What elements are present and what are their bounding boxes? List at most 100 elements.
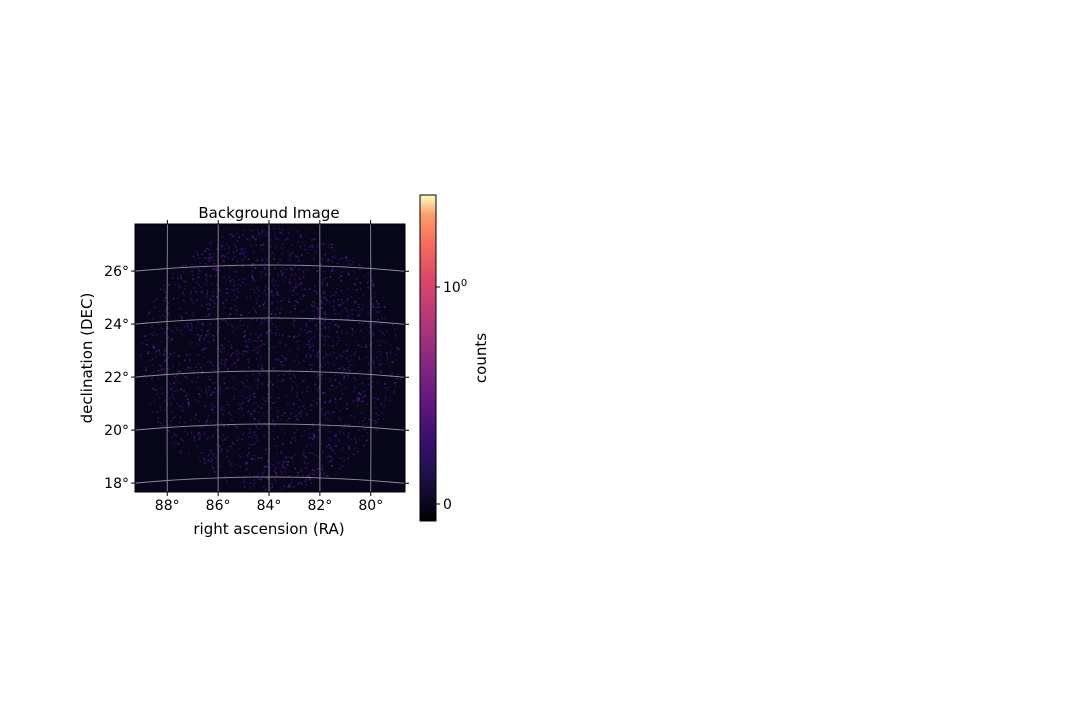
count-pixel: [312, 350, 314, 352]
count-pixel: [249, 412, 252, 415]
count-pixel: [249, 487, 251, 489]
count-pixel: [286, 237, 289, 239]
count-pixel: [162, 284, 165, 286]
count-pixel: [358, 303, 360, 306]
count-pixel: [156, 411, 158, 414]
count-pixel: [334, 324, 337, 326]
count-pixel: [257, 346, 260, 348]
count-pixel: [237, 290, 239, 293]
count-pixel: [228, 315, 230, 318]
count-pixel: [381, 341, 384, 343]
count-pixel: [185, 264, 187, 267]
count-pixel: [242, 257, 245, 260]
count-pixel: [276, 294, 278, 296]
count-pixel: [159, 406, 162, 408]
count-pixel: [200, 286, 203, 289]
count-pixel: [271, 486, 274, 489]
count-pixel: [190, 297, 192, 300]
count-pixel: [298, 399, 300, 401]
count-pixel: [253, 307, 255, 309]
count-pixel: [343, 459, 345, 462]
count-pixel: [259, 374, 262, 376]
count-pixel: [301, 475, 304, 478]
count-pixel: [325, 353, 327, 355]
count-pixel: [197, 433, 199, 435]
count-pixel: [338, 304, 341, 307]
count-pixel: [253, 291, 256, 294]
count-pixel: [278, 341, 281, 344]
count-pixel: [242, 265, 244, 267]
count-pixel: [253, 418, 256, 420]
count-pixel: [281, 414, 283, 417]
count-pixel: [362, 400, 365, 402]
count-pixel: [301, 283, 303, 285]
count-pixel: [260, 270, 263, 273]
count-pixel: [389, 351, 392, 353]
count-pixel: [265, 411, 268, 414]
count-pixel: [158, 353, 161, 355]
count-pixel: [246, 345, 248, 348]
count-pixel: [213, 391, 216, 394]
count-pixel: [198, 257, 200, 259]
count-pixel: [310, 368, 313, 370]
count-pixel: [276, 401, 278, 403]
count-pixel: [275, 313, 277, 315]
count-pixel: [232, 441, 234, 444]
count-pixel: [216, 273, 219, 276]
count-pixel: [315, 471, 318, 474]
count-pixel: [345, 310, 348, 312]
count-pixel: [286, 464, 289, 466]
count-pixel: [186, 432, 189, 435]
count-pixel: [231, 233, 233, 236]
count-pixel: [356, 405, 358, 407]
count-pixel: [257, 457, 260, 459]
count-pixel: [268, 329, 271, 331]
count-pixel: [318, 334, 320, 336]
count-pixel: [305, 325, 308, 327]
count-pixel: [322, 451, 324, 453]
count-pixel: [308, 475, 310, 477]
x-tick-label: 88°: [155, 498, 180, 514]
count-pixel: [269, 273, 272, 275]
count-pixel: [280, 470, 282, 472]
count-pixel: [177, 443, 180, 445]
count-pixel: [204, 284, 207, 286]
count-pixel: [367, 364, 369, 367]
count-pixel: [239, 324, 241, 327]
count-pixel: [378, 344, 381, 347]
count-pixel: [305, 356, 308, 358]
count-pixel: [336, 342, 338, 345]
count-pixel: [373, 361, 375, 364]
count-pixel: [338, 439, 341, 442]
count-pixel: [241, 408, 243, 410]
count-pixel: [299, 415, 302, 417]
count-pixel: [220, 422, 223, 425]
count-pixel: [338, 367, 341, 370]
count-pixel: [295, 255, 297, 257]
count-pixel: [292, 289, 295, 292]
count-pixel: [238, 455, 240, 457]
count-pixel: [263, 486, 265, 488]
count-pixel: [260, 478, 262, 481]
count-pixel: [266, 477, 269, 480]
count-pixel: [332, 340, 334, 343]
count-pixel: [367, 370, 370, 372]
count-pixel: [309, 478, 311, 481]
count-pixel: [171, 277, 174, 279]
count-pixel: [312, 364, 314, 367]
count-pixel: [198, 270, 201, 272]
count-pixel: [289, 311, 292, 313]
count-pixel: [246, 396, 249, 399]
count-pixel: [302, 454, 304, 457]
count-pixel: [268, 447, 271, 450]
count-pixel: [288, 484, 291, 486]
count-pixel: [187, 402, 189, 404]
count-pixel: [258, 232, 260, 235]
count-pixel: [180, 277, 183, 279]
count-pixel: [203, 257, 206, 259]
count-pixel: [276, 452, 279, 455]
count-pixel: [281, 354, 283, 357]
count-pixel: [261, 382, 263, 385]
count-pixel: [186, 392, 189, 394]
count-pixel: [324, 319, 327, 321]
